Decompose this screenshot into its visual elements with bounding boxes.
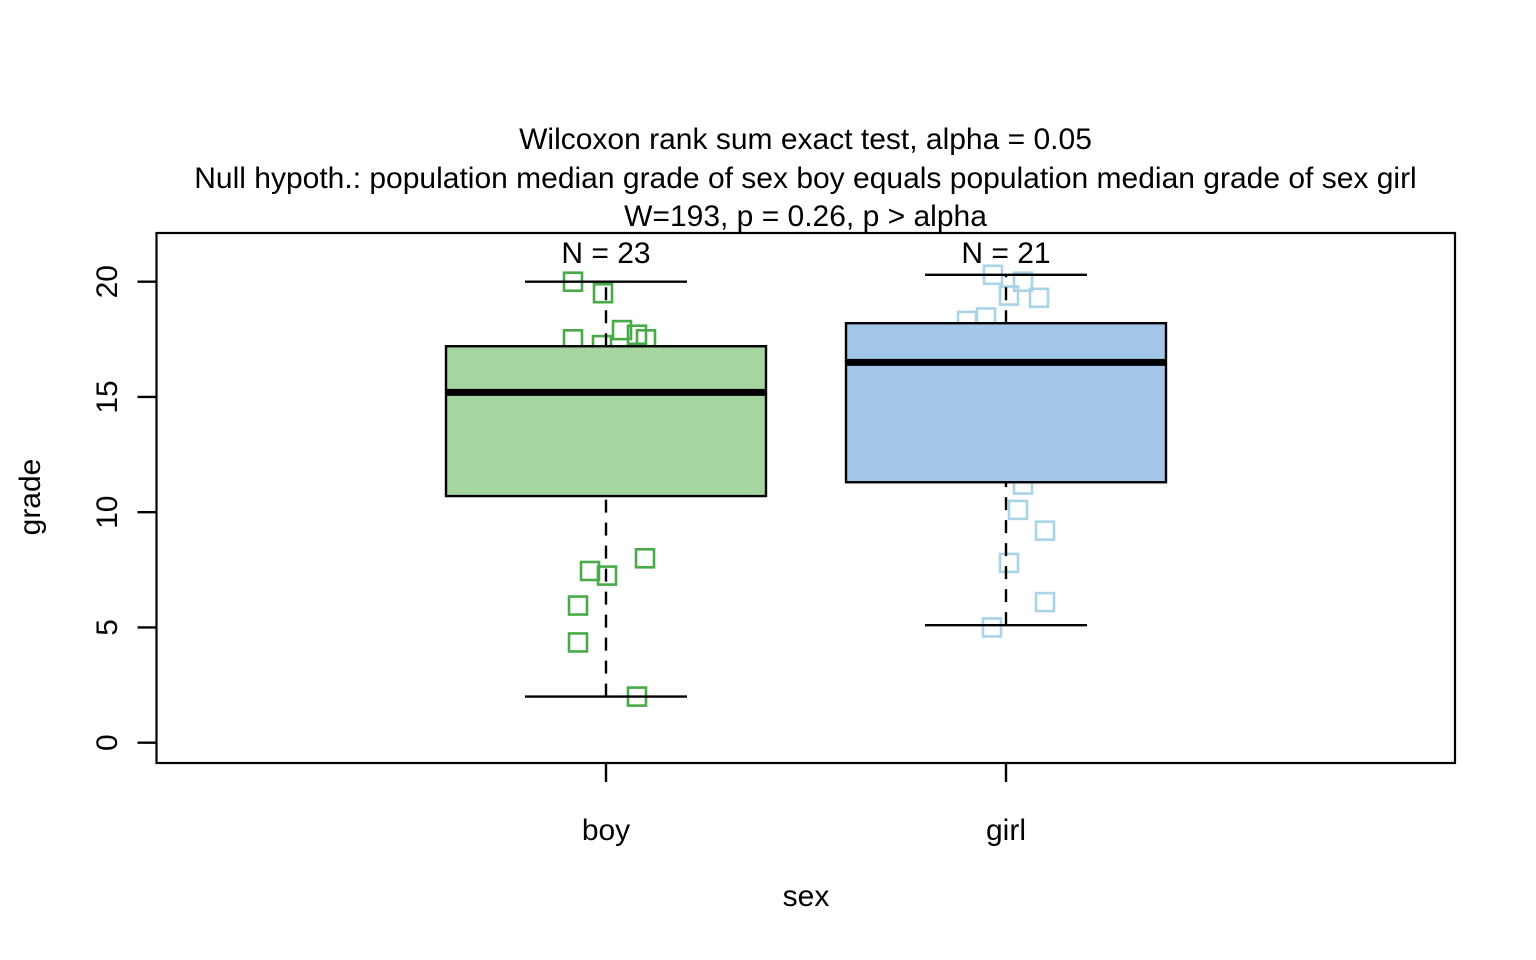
girl-count-label: N = 21 [961, 237, 1050, 270]
girl-data-point [981, 617, 1003, 638]
girl-iqr-box [844, 321, 1168, 484]
boy-iqr-box [444, 345, 768, 498]
x-tick-label-girl: girl [986, 814, 1026, 847]
boy-data-point [567, 632, 589, 653]
chart-title-line-1: Wilcoxon rank sum exact test, alpha = 0.… [519, 123, 1092, 156]
girl-data-point [1012, 271, 1034, 293]
girl-data-point [1028, 287, 1050, 309]
plot-frame [155, 231, 1457, 765]
y-tick-label: 10 [91, 496, 124, 529]
girl-data-point [998, 285, 1020, 306]
boy-count-label: N = 23 [561, 237, 650, 270]
y-tick-label: 20 [91, 265, 124, 298]
x-tick-label-boy: boy [582, 814, 630, 847]
boy-data-point [596, 565, 618, 586]
girl-data-point [1034, 520, 1056, 541]
boy-data-point [579, 560, 601, 582]
boy-data-point [592, 282, 614, 304]
y-tick-label: 5 [91, 619, 124, 636]
chart-title-line-2: Null hypoth.: population median grade of… [194, 161, 1417, 195]
y-tick-label: 15 [91, 380, 124, 413]
boy-data-point [634, 547, 656, 569]
boy-data-point [567, 595, 589, 616]
girl-data-point [998, 552, 1020, 574]
chart-title-line-3: W=193, p = 0.26, p > alpha [624, 200, 987, 233]
girl-data-point [1007, 499, 1029, 521]
y-tick-label: 0 [91, 734, 124, 751]
boy-data-point [611, 319, 633, 341]
girl-data-point [1034, 591, 1056, 613]
chart-title-block: Wilcoxon rank sum exact test, alpha = 0.… [156, 121, 1455, 237]
x-axis-label: sex [782, 880, 830, 913]
